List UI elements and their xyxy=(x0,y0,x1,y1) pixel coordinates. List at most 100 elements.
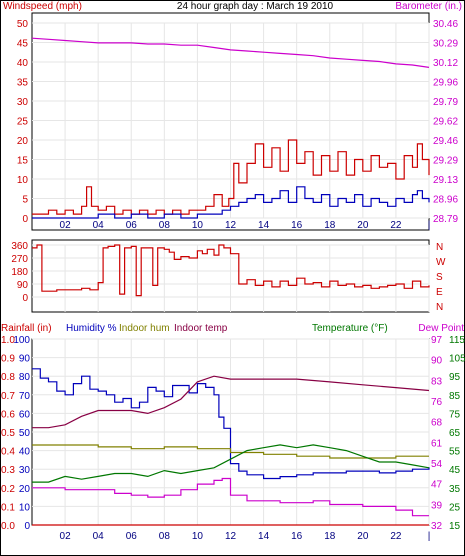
temperature-alt-tick: 55 xyxy=(449,447,461,458)
chart-title: 24 hour graph day : March 19 2010 xyxy=(177,1,334,12)
humidity-tick: 30 xyxy=(19,465,31,476)
direction-tick: 270 xyxy=(11,254,28,265)
barometer-series-line xyxy=(31,37,430,68)
hour-tick: | xyxy=(428,220,431,231)
rainfall-tick: 0.1 xyxy=(1,502,15,513)
hour-tick: 02 xyxy=(60,220,72,231)
barometer-tick: 30.12 xyxy=(433,58,458,69)
barometer-tick: 29.79 xyxy=(433,97,458,108)
humidity-axis-label: Humidity % xyxy=(66,323,117,334)
direction-tick: 0 xyxy=(22,293,28,304)
hour-tick: 04 xyxy=(93,531,105,542)
hour-tick-labels: 02 04 06 08 10 12 14 16 18 20 22 | xyxy=(60,220,431,231)
temperature-alt-tick: 25 xyxy=(449,502,461,513)
rainfall-tick: 0.9 xyxy=(1,354,15,365)
rainfall-tick: 0.0 xyxy=(1,521,15,532)
humidity-tick: 80 xyxy=(19,372,31,383)
rainfall-axis-label: Rainfall (in) xyxy=(1,323,52,334)
hour-tick: 16 xyxy=(291,531,303,542)
barometer-tick: 29.29 xyxy=(433,156,458,167)
rainfall-tick: 0.7 xyxy=(1,391,15,402)
compass-tick: S xyxy=(436,272,443,283)
barometer-tick: 29.13 xyxy=(433,175,458,186)
hour-tick: 08 xyxy=(159,531,171,542)
panel2-series xyxy=(32,244,430,297)
humidity-tick: 40 xyxy=(19,447,31,458)
hour-tick: 12 xyxy=(225,220,237,231)
hour-tick: 18 xyxy=(324,531,336,542)
temperature-tick: 47 xyxy=(431,480,443,491)
panel1-gridlines xyxy=(32,22,430,219)
panel1-series xyxy=(31,37,430,219)
hour-tick: | xyxy=(428,531,431,542)
windspeed-tick: 20 xyxy=(17,136,29,147)
humidity-tick: 100 xyxy=(13,335,30,346)
hour-tick: 18 xyxy=(324,220,336,231)
temperature-alt-tick: 105 xyxy=(449,354,465,365)
windspeed-tick: 0 xyxy=(22,214,28,225)
temperature-series-line xyxy=(32,444,430,483)
indoor-humidity-axis-label: Indoor hum xyxy=(119,323,170,334)
hour-tick: 08 xyxy=(159,220,171,231)
barometer-tick: 29.46 xyxy=(433,136,458,147)
temperature-alt-tick: 65 xyxy=(449,428,461,439)
hour-tick: 12 xyxy=(225,531,237,542)
hour-tick: 10 xyxy=(192,531,204,542)
hour-tick: 04 xyxy=(93,220,105,231)
rainfall-tick: 0.8 xyxy=(1,372,15,383)
temperature-tick: 83 xyxy=(431,376,443,387)
temperature-tick: 54 xyxy=(431,459,443,470)
compass-tick: N xyxy=(436,302,443,313)
windspeed-axis-label: Windspeed (mph) xyxy=(3,1,82,12)
humidity-series-line xyxy=(32,368,430,480)
temperature-alt-tick: 75 xyxy=(449,409,461,420)
windspeed-tick: 10 xyxy=(17,175,29,186)
windspeed-tick: 30 xyxy=(17,97,29,108)
windspeed-tick: 25 xyxy=(17,117,29,128)
hour-tick: 02 xyxy=(60,531,72,542)
indoor_hum-series-line xyxy=(32,444,429,459)
hour-tick: 10 xyxy=(192,220,204,231)
hour-tick: 16 xyxy=(291,220,303,231)
windspeed-tick: 40 xyxy=(17,58,29,69)
temperature-tick: 39 xyxy=(431,500,443,511)
direction-degree-tick-labels: 360 270 180 90 0 xyxy=(11,241,28,304)
indoor_temp-series-line xyxy=(32,375,430,429)
rainfall-tick: 0.3 xyxy=(1,465,15,476)
hour-tick: 06 xyxy=(126,531,138,542)
temperature-alt-tick: 45 xyxy=(449,465,461,476)
compass-tick: E xyxy=(436,287,443,298)
temperature-tick: 61 xyxy=(431,438,443,449)
temperature-tick: 97 xyxy=(431,335,443,346)
temperature-axis-label: Temperature (°F) xyxy=(312,323,388,334)
barometer-tick: 29.96 xyxy=(433,78,458,89)
humidity-tick: 70 xyxy=(19,391,31,402)
humidity-tick: 10 xyxy=(19,502,31,513)
temperature-alt-tick-labels: 115 105 95 85 75 65 55 45 35 25 15 xyxy=(449,335,465,532)
humidity-tick: 90 xyxy=(19,354,31,365)
barometer-tick: 30.29 xyxy=(433,39,458,50)
windspeed-tick: 50 xyxy=(17,19,29,30)
compass-tick: W xyxy=(436,257,446,268)
indoor-temp-axis-label: Indoor temp xyxy=(174,323,228,334)
direction-tick: 90 xyxy=(17,280,29,291)
humidity-tick: 20 xyxy=(19,484,31,495)
dew-point-axis-label: Dew Point xyxy=(418,323,464,334)
hour-tick: 06 xyxy=(126,220,138,231)
barometer-tick: 28.79 xyxy=(433,214,458,225)
hour-tick: 22 xyxy=(390,220,402,231)
barometer-tick: 30.46 xyxy=(433,19,458,30)
rainfall-tick: 0.6 xyxy=(1,409,15,420)
direction-series-line xyxy=(32,244,430,297)
direction-tick: 360 xyxy=(11,241,28,252)
rainfall-tick: 0.2 xyxy=(1,484,15,495)
windspeed-tick: 45 xyxy=(17,39,29,50)
hour-tick: 20 xyxy=(357,531,369,542)
windspeed-tick: 5 xyxy=(22,195,28,206)
dew_point-series-line xyxy=(32,477,429,517)
humidity-tick: 50 xyxy=(19,428,31,439)
